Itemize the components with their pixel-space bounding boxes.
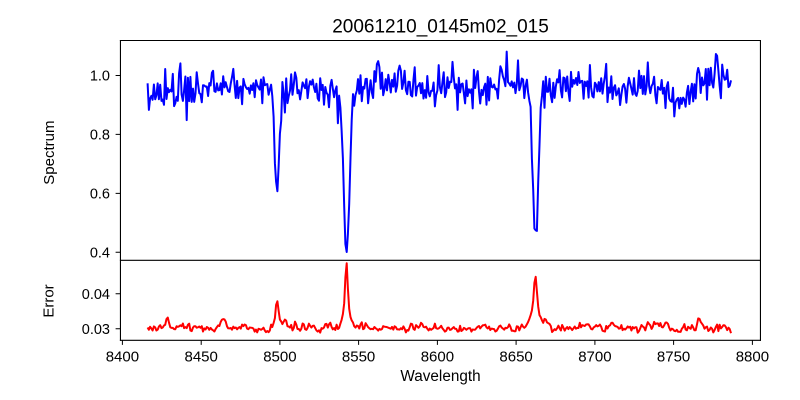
svg-text:0.04: 0.04 <box>82 287 110 303</box>
svg-text:8400: 8400 <box>106 349 139 366</box>
svg-text:20061210_0145m02_015: 20061210_0145m02_015 <box>332 17 549 38</box>
svg-text:8450: 8450 <box>185 349 218 366</box>
svg-text:0.6: 0.6 <box>90 187 110 203</box>
svg-text:Error: Error <box>41 284 58 317</box>
svg-text:1.0: 1.0 <box>90 69 110 85</box>
svg-text:8600: 8600 <box>421 349 454 366</box>
svg-text:0.4: 0.4 <box>90 246 110 262</box>
svg-text:0.03: 0.03 <box>82 322 110 338</box>
svg-text:8650: 8650 <box>499 349 532 366</box>
svg-text:8700: 8700 <box>578 349 611 366</box>
svg-text:0.8: 0.8 <box>90 128 110 144</box>
svg-text:8800: 8800 <box>736 349 769 366</box>
svg-text:8750: 8750 <box>657 349 690 366</box>
svg-text:8550: 8550 <box>342 349 375 366</box>
svg-text:Spectrum: Spectrum <box>41 120 58 184</box>
svg-text:8500: 8500 <box>263 349 296 366</box>
svg-text:Wavelength: Wavelength <box>400 368 480 385</box>
